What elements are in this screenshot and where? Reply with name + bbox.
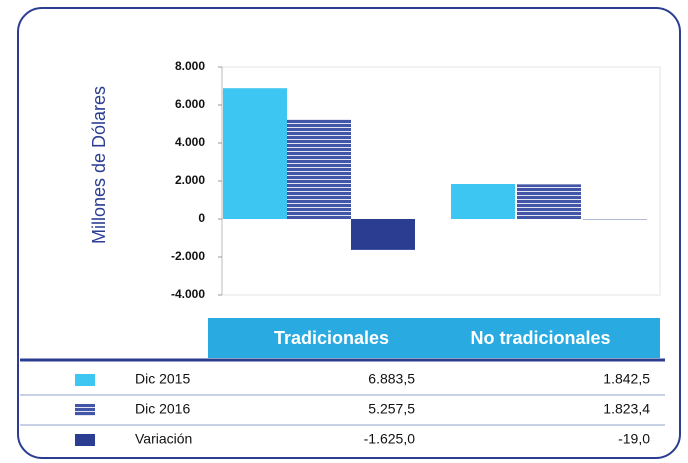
bar [287, 119, 351, 219]
legend-swatch [75, 374, 95, 386]
table-value: 1.823,4 [603, 401, 650, 417]
y-tick-label: 8.000 [175, 59, 205, 73]
y-tick-label: 0 [198, 211, 205, 225]
category-header: No tradicionales [470, 328, 610, 348]
table-value: -19,0 [618, 431, 650, 447]
bar [451, 183, 515, 219]
table-header [208, 318, 660, 358]
y-axis-label: Millones de Dólares [89, 86, 109, 244]
legend-swatch [75, 434, 95, 446]
table-value: 1.842,5 [603, 371, 650, 387]
table-value: -1.625,0 [364, 431, 416, 447]
y-tick-label: 2.000 [175, 173, 205, 187]
y-tick-label: -4.000 [171, 287, 205, 301]
legend-label: Dic 2015 [135, 371, 190, 387]
category-header: Tradicionales [274, 328, 389, 348]
legend-label: Dic 2016 [135, 401, 190, 417]
y-tick-label: 4.000 [175, 135, 205, 149]
table-value: 6.883,5 [368, 371, 415, 387]
legend-swatch [75, 404, 95, 416]
bar [517, 184, 581, 219]
frame [17, 7, 681, 459]
y-tick-label: -2.000 [171, 249, 205, 263]
bar [351, 219, 415, 250]
legend-label: Variación [135, 431, 192, 447]
y-tick-label: 6.000 [175, 97, 205, 111]
bar [223, 88, 287, 219]
table-value: 5.257,5 [368, 401, 415, 417]
